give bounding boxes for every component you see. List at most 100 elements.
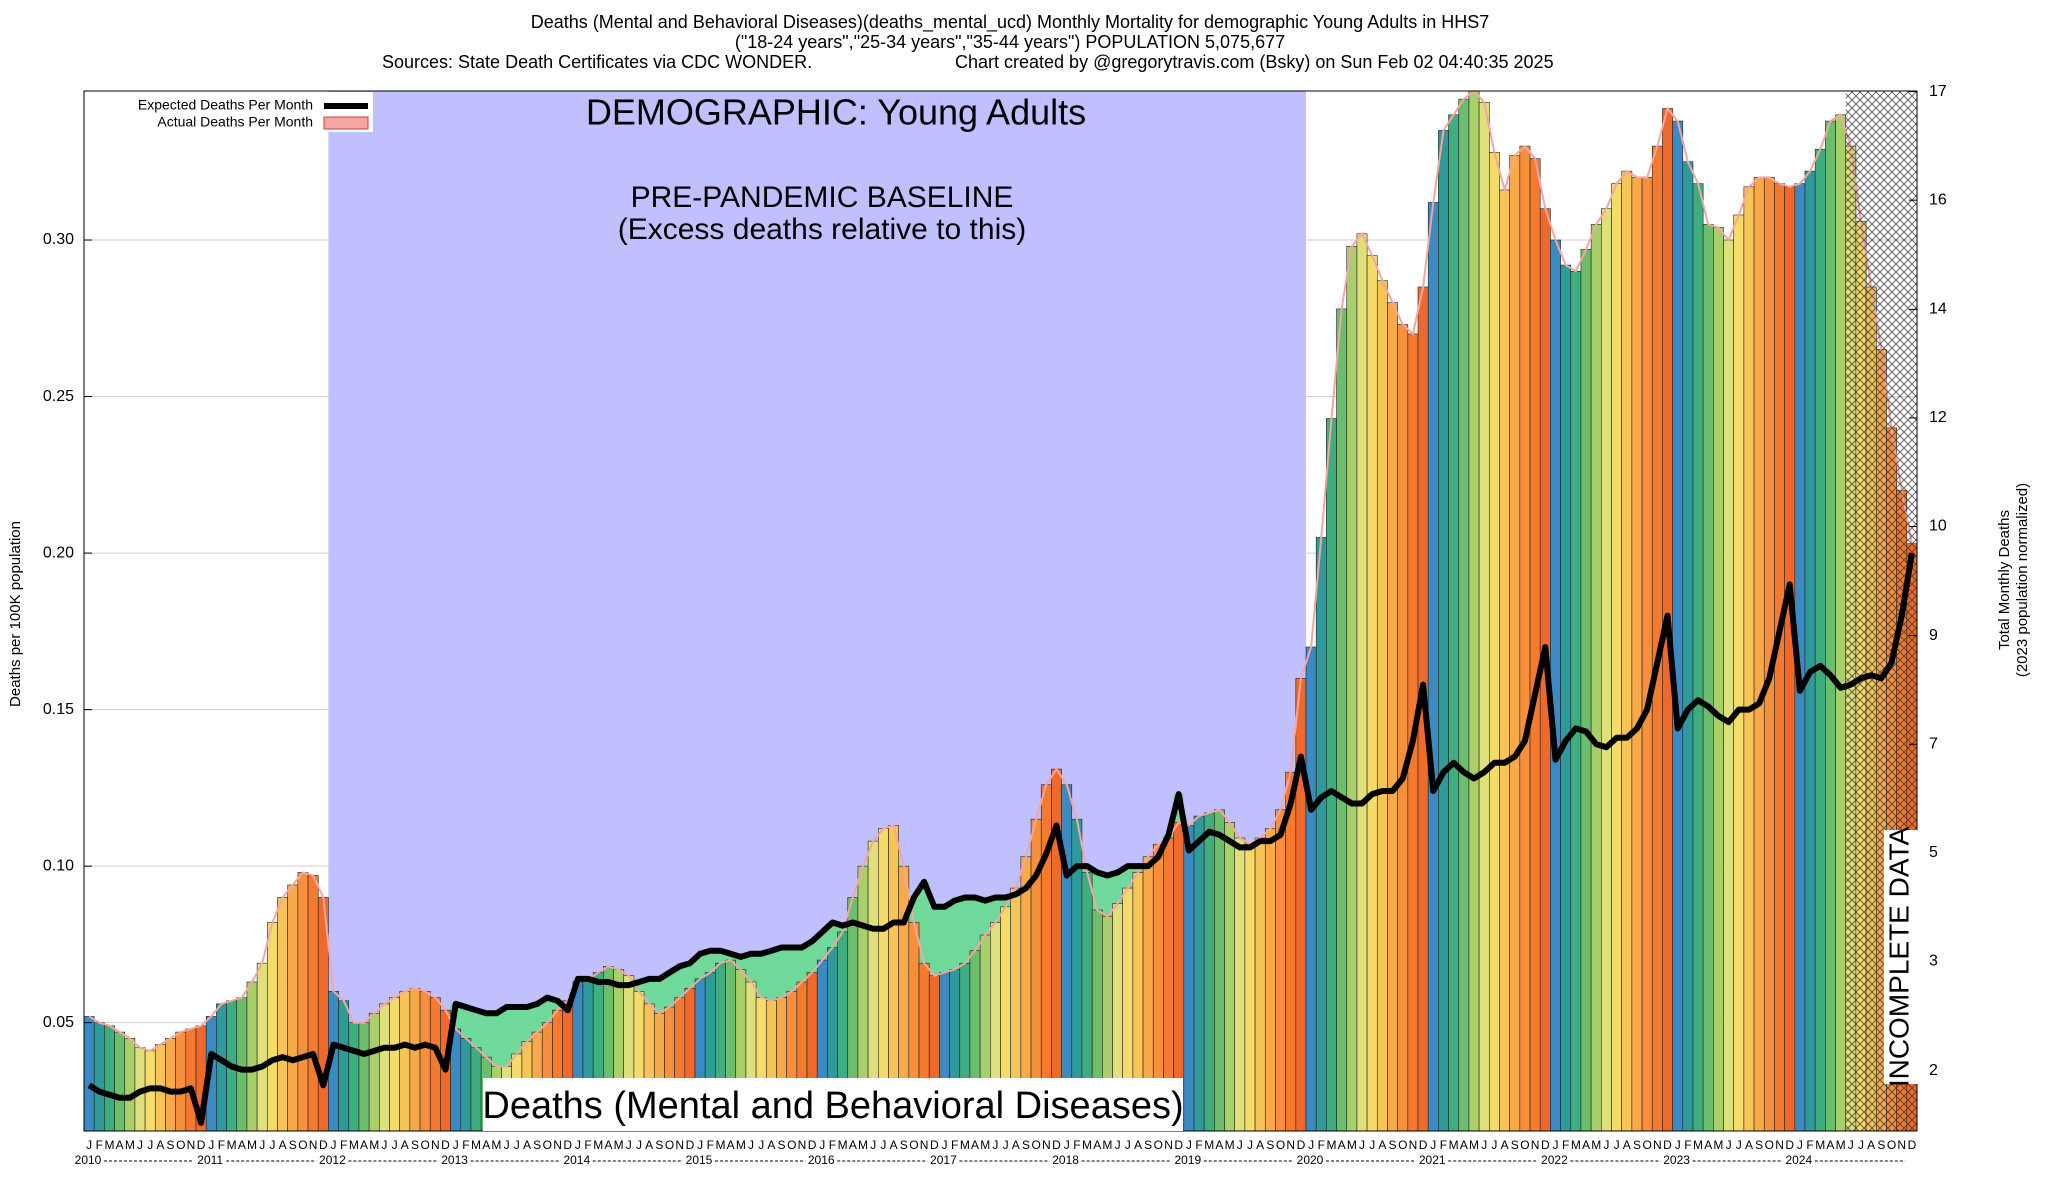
- x-tick-label: O: [543, 1138, 552, 1152]
- x-tick-label: M: [1571, 1138, 1581, 1152]
- x-tick-label: M: [369, 1138, 379, 1152]
- shortfall-fill: [644, 978, 655, 1004]
- y-tick-label: 0.30: [43, 231, 74, 248]
- x-tick-label: M: [491, 1138, 501, 1152]
- x-tick-label: S: [1266, 1138, 1274, 1152]
- x-tick-label: S: [411, 1138, 419, 1152]
- shortfall-fill: [695, 953, 706, 979]
- bar: [1356, 233, 1368, 1132]
- shortfall-fill: [756, 953, 767, 998]
- x-tick-label: N: [1653, 1138, 1662, 1152]
- bar: [185, 1028, 197, 1132]
- x-tick-label: M: [1713, 1138, 1723, 1152]
- bar: [1804, 170, 1816, 1132]
- year-label: 2021: [1419, 1153, 1446, 1167]
- x-tick-label: M: [247, 1138, 257, 1152]
- shortfall-fill: [817, 931, 828, 961]
- bar: [1611, 183, 1622, 1132]
- y2-tick-label: 16: [1929, 191, 1947, 208]
- y-tick-label: 0.15: [43, 701, 74, 718]
- x-tick-label: D: [1419, 1138, 1428, 1152]
- bar: [1214, 809, 1225, 1132]
- shortfall-fill: [786, 947, 797, 992]
- x-tick-label: J: [1115, 1138, 1121, 1152]
- shortfall-fill: [959, 897, 970, 964]
- chart-subtitle: ("18-24 years","25-34 years","35-44 year…: [735, 32, 1285, 52]
- x-tick-label: A: [604, 1138, 612, 1152]
- x-tick-label: A: [890, 1138, 898, 1152]
- legend-swatch: [323, 116, 369, 130]
- bar: [1397, 324, 1409, 1132]
- year-label: 2010: [75, 1153, 102, 1167]
- actual-line: [88, 89, 1913, 1068]
- x-tick-label: F: [96, 1138, 103, 1152]
- x-tick-label: N: [1531, 1138, 1540, 1152]
- x-tick-label: N: [1042, 1138, 1051, 1152]
- x-tick-label: A: [1012, 1138, 1020, 1152]
- shortfall-fill: [481, 1013, 492, 1058]
- shortfall-fill: [542, 997, 553, 1023]
- bar: [1672, 120, 1684, 1132]
- bar: [1448, 114, 1460, 1132]
- x-tick-label: D: [197, 1138, 206, 1152]
- x-tick-label: N: [798, 1138, 807, 1152]
- chart-title: Deaths (Mental and Behavioral Diseases)(…: [531, 12, 1490, 33]
- expected-line: [87, 552, 1915, 1126]
- y2-tick-label: 17: [1929, 83, 1947, 100]
- y2-axis-label: Total Monthly Deaths: [1996, 510, 2013, 650]
- shortfall-fill: [633, 981, 645, 992]
- sources: Sources: State Death Certificates via CD…: [382, 52, 812, 72]
- x-tick-label: F: [1806, 1138, 1813, 1152]
- x-tick-label: J: [1491, 1138, 1497, 1152]
- x-tick-label: D: [808, 1138, 817, 1152]
- bar: [1692, 183, 1704, 1132]
- x-tick-label: J: [86, 1138, 92, 1152]
- bar: [1203, 812, 1215, 1132]
- x-tick-label: S: [655, 1138, 663, 1152]
- bar: [277, 897, 288, 1132]
- bar: [287, 884, 299, 1132]
- shortfall-fill: [1132, 866, 1144, 873]
- x-tick-label: M: [125, 1138, 135, 1152]
- bar: [114, 1031, 126, 1132]
- bar: [1590, 224, 1602, 1132]
- bar: [1438, 130, 1449, 1132]
- bar: [1825, 120, 1836, 1132]
- x-tick-label: A: [1704, 1138, 1712, 1152]
- bar: [1601, 208, 1612, 1132]
- x-tick-label: J: [1736, 1138, 1742, 1152]
- x-tick-label: S: [167, 1138, 175, 1152]
- year-label: 2011: [197, 1153, 223, 1167]
- bar: [1478, 101, 1490, 1132]
- x-tick-label: M: [593, 1138, 603, 1152]
- shortfall-fill: [654, 978, 665, 1014]
- bar: [216, 1003, 227, 1132]
- x-tick-label: J: [147, 1138, 153, 1152]
- x-tick-label: J: [504, 1138, 510, 1152]
- bar: [1814, 148, 1826, 1132]
- shortfall-fill: [980, 900, 991, 936]
- x-tick-label: O: [298, 1138, 307, 1152]
- x-tick-label: M: [471, 1138, 481, 1152]
- shortfall-fill: [776, 947, 787, 998]
- bar: [1631, 177, 1643, 1132]
- x-tick-label: M: [715, 1138, 725, 1152]
- bar: [1519, 145, 1531, 1132]
- bar: [1234, 837, 1246, 1132]
- bar: [1784, 186, 1796, 1132]
- shortfall-fill: [1122, 866, 1133, 889]
- x-tick-label: J: [1247, 1138, 1253, 1152]
- x-tick-label: N: [553, 1138, 562, 1152]
- x-tick-label: D: [1174, 1138, 1183, 1152]
- bar: [368, 1012, 380, 1132]
- bar: [175, 1031, 187, 1132]
- shortfall-fill: [745, 953, 757, 982]
- y2-tick-label: 14: [1929, 301, 1947, 318]
- year-label: 2024: [1785, 1153, 1812, 1167]
- x-tick-label: A: [1867, 1138, 1875, 1152]
- shortfall-fill: [1092, 872, 1103, 910]
- year-label: 2023: [1663, 1153, 1690, 1167]
- bar: [1713, 227, 1724, 1132]
- x-tick-label: M: [960, 1138, 970, 1152]
- bar: [1315, 537, 1327, 1132]
